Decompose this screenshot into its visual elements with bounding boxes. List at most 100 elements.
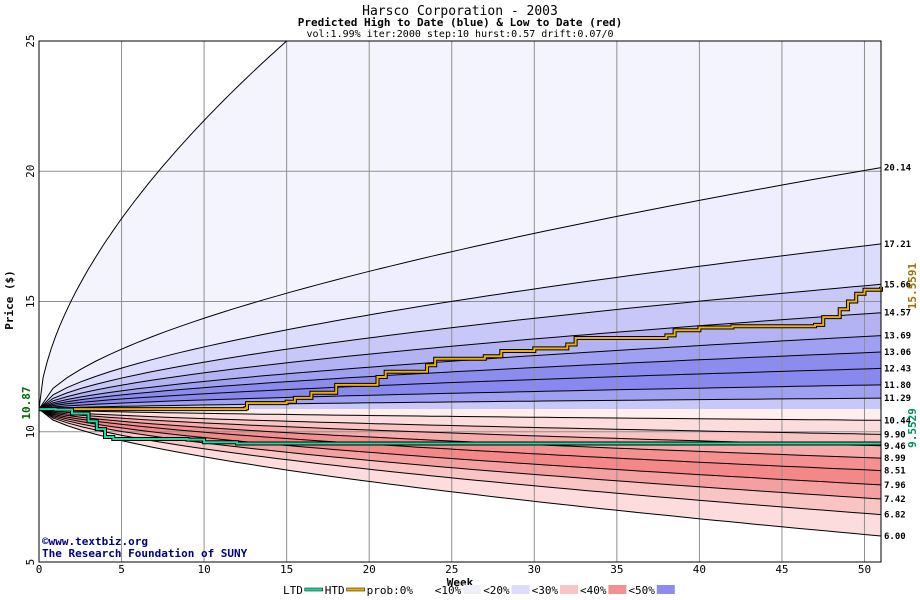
y-axis-label: Price ($) xyxy=(3,270,16,330)
band-end-label: 11.29 xyxy=(884,394,911,404)
band-line-low-5 xyxy=(38,408,882,486)
band-end-label: 14.57 xyxy=(884,309,911,319)
band-fill-low-2 xyxy=(39,409,881,446)
band-line-low-7 xyxy=(38,408,882,516)
band-fill-low-0 xyxy=(39,409,881,421)
band-end-label: 9.90 xyxy=(884,430,906,440)
band-line-high-3 xyxy=(38,312,882,410)
band-line-low-1 xyxy=(38,408,882,435)
band-labels: 20.14 17.21 15.66 14.57 13.69 13.06 12.43 11.80… xyxy=(884,164,912,542)
band-fill-high-4 xyxy=(39,335,881,410)
x-tick-label: 35 xyxy=(610,563,623,576)
band-end-label: 20.14 xyxy=(884,164,912,174)
band-end-label: 8.99 xyxy=(884,454,906,464)
band-fill-high-8 xyxy=(39,398,881,410)
band-line-high-6 xyxy=(38,367,882,410)
band-line-high-0 xyxy=(38,167,882,410)
chart-subtitle: Predicted High to Date (blue) & Low to D… xyxy=(298,16,623,29)
x-tick-label: 45 xyxy=(775,563,788,576)
band-fill-low-8 xyxy=(39,409,881,536)
x-tick-label: 15 xyxy=(280,563,293,576)
x-tick-label: 30 xyxy=(528,563,541,576)
legend-swatch xyxy=(346,587,365,592)
legend-swatch xyxy=(463,585,482,594)
band-line-low-0 xyxy=(38,408,882,421)
plot-frame xyxy=(38,40,882,563)
band-fill-high-2 xyxy=(39,284,881,410)
x-tick-label: 50 xyxy=(858,563,871,576)
band-fill-low-5 xyxy=(39,409,881,485)
band-end-label: 12.43 xyxy=(884,364,911,374)
y-tick-label: 5 xyxy=(24,559,37,566)
band-fill-high-6 xyxy=(39,368,881,410)
band-line-high-2 xyxy=(38,283,882,410)
band-fill-low-6 xyxy=(39,409,881,499)
legend-label: <50% xyxy=(628,584,655,597)
x-tick-label: 25 xyxy=(445,563,458,576)
band-fills xyxy=(39,41,881,562)
watermark-line-2: The Research Foundation of SUNY xyxy=(42,547,248,560)
band-end-label: 6.82 xyxy=(884,511,906,521)
ltd-series-line xyxy=(39,408,881,445)
band-line-low-3 xyxy=(38,408,882,459)
legend-label: <10% xyxy=(435,584,462,597)
legend-label: prob:0% xyxy=(367,584,414,597)
band-fill-outer-upper xyxy=(39,41,881,410)
band-end-label: 13.69 xyxy=(884,332,911,342)
legend-label: <20% xyxy=(483,584,510,597)
legend-swatch xyxy=(511,585,530,594)
legend-swatch xyxy=(656,585,675,594)
band-end-label: 10.44 xyxy=(884,416,912,426)
band-fill-high-5 xyxy=(39,352,881,410)
legend-swatch xyxy=(414,585,433,594)
legend-swatch xyxy=(304,587,324,592)
band-line-high-1 xyxy=(38,243,882,410)
band-line-high-5 xyxy=(38,351,882,410)
band-end-label: 13.06 xyxy=(884,348,911,358)
x-tick-label: 0 xyxy=(36,563,43,576)
y-tick-label: 20 xyxy=(24,165,37,178)
band-line-high-8 xyxy=(38,397,882,410)
chart-params: vol:1.99% iter:2000 step:10 hurst:0.57 d… xyxy=(306,29,613,40)
band-line-low-4 xyxy=(38,408,882,472)
band-end-label: 7.42 xyxy=(884,495,906,505)
band-end-label: 7.96 xyxy=(884,481,906,491)
band-fill-low-1 xyxy=(39,409,881,435)
band-line-outer-upper xyxy=(38,40,287,410)
y-tick-label: 10 xyxy=(24,425,37,438)
band-fill-below xyxy=(39,409,881,562)
legend: LTD HTD prob:0% <10% <20% <30% <40% <50% xyxy=(283,584,675,597)
x-tick-label: 40 xyxy=(693,563,706,576)
band-line-low-8 xyxy=(38,408,882,537)
htd-series-line xyxy=(39,286,882,411)
band-end-label: 15.66 xyxy=(884,280,911,290)
start-price-label: 10.87 xyxy=(20,386,33,419)
y-tick-label: 15 xyxy=(24,295,37,308)
band-fill-high-0 xyxy=(39,167,881,410)
band-line-high-7 xyxy=(38,384,882,410)
band-end-label: 17.21 xyxy=(884,240,911,250)
legend-label: <30% xyxy=(532,584,559,597)
legend-label: <40% xyxy=(580,584,607,597)
band-fill-low-4 xyxy=(39,409,881,471)
chart-title: Harsco Corporation - 2003 xyxy=(362,4,558,19)
x-tick-label: 10 xyxy=(197,563,210,576)
band-end-label: 9.46 xyxy=(884,442,906,452)
htd-end-label: 15.5591 xyxy=(906,262,919,309)
x-tick-label: 5 xyxy=(118,563,125,576)
series xyxy=(39,286,883,446)
legend-label: HTD xyxy=(325,584,345,597)
legend-swatch xyxy=(608,585,627,594)
y-tick-label: 25 xyxy=(24,34,37,47)
band-end-label: 6.00 xyxy=(884,532,906,542)
legend-label: LTD xyxy=(283,584,303,597)
band-fill-low-7 xyxy=(39,409,881,515)
ltd-end-label: 9.5529 xyxy=(906,408,919,448)
x-tick-label: 20 xyxy=(363,563,376,576)
legend-swatch xyxy=(560,585,578,594)
band-end-label: 11.80 xyxy=(884,381,911,391)
watermark-line-1: ©www.textbiz.org xyxy=(42,535,148,548)
band-end-label: 8.51 xyxy=(884,467,906,477)
